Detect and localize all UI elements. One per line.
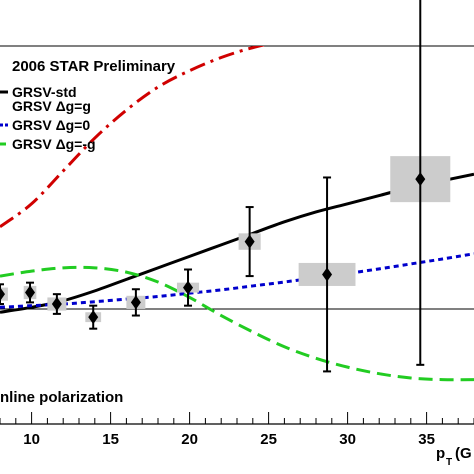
series-line-3 — [0, 252, 474, 309]
x-tick-label: 20 — [181, 431, 198, 448]
x-tick-label: 30 — [339, 431, 356, 448]
data-point-marker — [183, 280, 194, 295]
series-line-2 — [0, 46, 267, 229]
data-point-marker — [130, 295, 141, 310]
data-point-marker — [322, 267, 333, 282]
x-tick-label: 25 — [260, 431, 277, 448]
legend-label: GRSV Δg=-g — [12, 136, 96, 152]
data-point-marker — [51, 297, 62, 312]
x-axis-label-main: p — [436, 445, 445, 462]
legend-label: GRSV Δg=0 — [12, 117, 90, 133]
data-points — [0, 0, 426, 373]
x-tick-label: 15 — [102, 431, 119, 448]
polarization-annotation: nline polarization — [0, 389, 123, 406]
legend-label: GRSV Δg=g — [12, 98, 91, 114]
x-tick-label: 35 — [418, 431, 435, 448]
systematic-error-boxes — [0, 156, 451, 323]
series-line-4 — [0, 265, 474, 382]
x-axis-label-unit: (G — [455, 445, 472, 462]
x-axis-ticks: 10 15 20 25 30 35 — [0, 412, 474, 448]
chart-title: 2006 STAR Preliminary — [12, 58, 176, 75]
data-point-marker — [415, 172, 426, 187]
legend-label: GRSV-std — [12, 84, 77, 100]
x-axis-label-subscript: T — [446, 457, 452, 468]
data-point-marker — [25, 285, 36, 300]
data-point-marker — [88, 310, 99, 325]
x-tick-label: 10 — [23, 431, 40, 448]
data-point-marker — [0, 287, 5, 302]
x-axis-label: p T (G — [436, 445, 472, 468]
data-point-marker — [244, 234, 255, 249]
